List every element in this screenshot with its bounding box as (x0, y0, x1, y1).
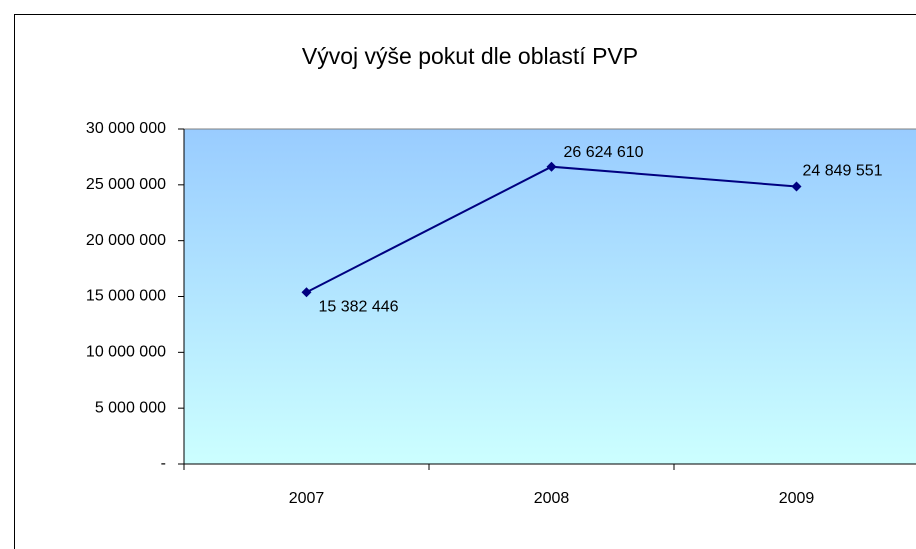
y-tick-label: 5 000 000 (95, 399, 166, 416)
x-tick-label: 2008 (534, 490, 570, 507)
y-tick-label: 15 000 000 (86, 288, 166, 305)
y-tick-label: 25 000 000 (86, 176, 166, 193)
y-tick-label: 20 000 000 (86, 232, 166, 249)
data-label: 24 849 551 (803, 163, 883, 180)
chart-title: Vývoj výše pokut dle oblastí PVP (302, 43, 638, 69)
marker (301, 287, 312, 298)
y-tick-label: - (161, 455, 166, 472)
y-tick-label: 30 000 000 (86, 120, 166, 137)
data-label: 15 382 446 (319, 298, 399, 315)
marker (546, 161, 557, 172)
x-tick-label: 2007 (289, 490, 325, 507)
data-label: 26 624 610 (564, 144, 644, 161)
marker (791, 181, 802, 192)
y-tick-label: 10 000 000 (86, 344, 166, 361)
x-tick-label: 2009 (779, 490, 815, 507)
